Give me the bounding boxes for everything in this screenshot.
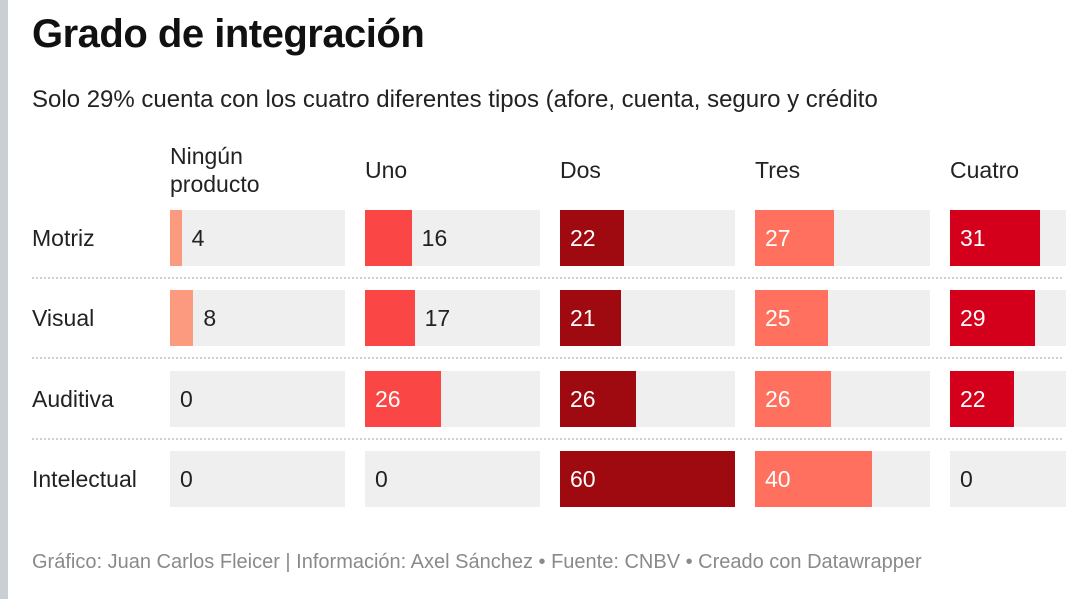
bar-cell: 25: [755, 290, 930, 346]
bar-cell: 26: [560, 371, 735, 427]
row-label: Motriz: [32, 224, 95, 251]
bar-cell: 4: [170, 210, 345, 266]
value-label: 26: [375, 385, 401, 412]
chart-title: Grado de integración: [32, 12, 425, 56]
bar-cell: 22: [950, 371, 1066, 427]
value-label: 0: [180, 385, 193, 412]
bar-cell: 0: [365, 451, 540, 507]
value-label: 27: [765, 224, 791, 251]
value-label: 60: [570, 465, 596, 492]
bar-cell: 26: [755, 371, 930, 427]
bar-cell: 60: [560, 451, 735, 507]
bar: [755, 371, 831, 427]
bar-cell: 0: [950, 451, 1066, 507]
bar-cell: 17: [365, 290, 540, 346]
chart-subtitle: Solo 29% cuenta con los cuatro diferente…: [32, 86, 878, 113]
value-label: 17: [424, 304, 451, 331]
bar-cell: 16: [365, 210, 540, 266]
bar: [950, 290, 1035, 346]
value-label: 26: [570, 385, 596, 412]
column-header: Cuatro: [950, 157, 1020, 183]
value-label: 16: [421, 224, 448, 251]
bar: [560, 210, 625, 266]
bar: [560, 290, 622, 346]
bar-cell: 8: [170, 290, 345, 346]
value-label: 31: [960, 224, 986, 251]
value-label: 29: [960, 304, 986, 331]
value-label: 0: [180, 465, 193, 492]
bar: [560, 371, 636, 427]
bar: [365, 290, 415, 346]
row-separator: [32, 357, 1062, 359]
bar: [560, 451, 735, 507]
column-header: Dos: [560, 157, 601, 183]
column-header: Tres: [755, 157, 801, 183]
chart-footer: Gráfico: Juan Carlos Fleicer | Informaci…: [32, 551, 922, 573]
bar: [755, 290, 828, 346]
value-label: 0: [375, 465, 388, 492]
value-label: 21: [570, 304, 596, 331]
bar-cell: 0: [170, 451, 345, 507]
bar-cell: 21: [560, 290, 735, 346]
bar: [755, 210, 834, 266]
value-label: 25: [765, 304, 791, 331]
row-separator: [32, 438, 1062, 440]
value-label: 4: [191, 224, 205, 251]
bar-cell: 27: [755, 210, 930, 266]
bar: [755, 451, 872, 507]
value-label: 22: [570, 224, 596, 251]
bar: [950, 371, 1015, 427]
row-label: Intelectual: [32, 465, 137, 492]
value-label: 0: [960, 465, 973, 492]
bar-cell: 22: [560, 210, 735, 266]
bar-cell: 26: [365, 371, 540, 427]
bar: [170, 210, 182, 266]
column-header: Uno: [365, 157, 408, 183]
bar-cell: 31: [950, 210, 1066, 266]
bar: [170, 290, 194, 346]
bar-cell: 29: [950, 290, 1066, 346]
bar-cell: 0: [170, 371, 345, 427]
bar: [950, 210, 1041, 266]
bar-cell: 40: [755, 451, 930, 507]
bar: [365, 210, 412, 266]
left-edge-strip: [0, 0, 8, 599]
value-label: 22: [960, 385, 986, 412]
row-label: Auditiva: [32, 385, 114, 412]
column-header: Ningún producto: [170, 143, 260, 197]
row-label: Visual: [32, 304, 95, 331]
value-label: 40: [765, 465, 791, 492]
value-label: 26: [765, 385, 791, 412]
row-separator: [32, 277, 1062, 279]
bar: [365, 371, 441, 427]
value-label: 8: [203, 304, 217, 331]
